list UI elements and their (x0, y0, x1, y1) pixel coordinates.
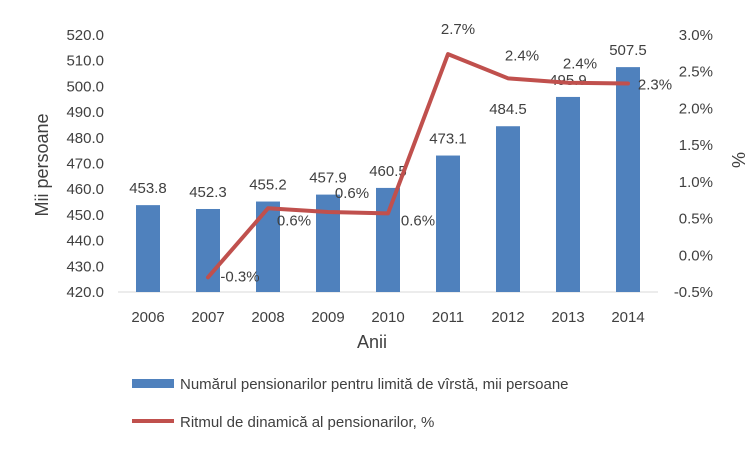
bar-data-label: 484.5 (489, 101, 527, 118)
x-tick-label: 2010 (371, 309, 404, 326)
y-tick-label: 460.0 (66, 181, 104, 198)
bar (316, 194, 340, 292)
bar (436, 155, 460, 292)
y-tick-label: 500.0 (66, 78, 104, 95)
y2-tick-label: 0.0% (679, 247, 713, 264)
legend-line-label: Ritmul de dinamică al pensionarilor, % (180, 414, 434, 431)
legend-bar-swatch (132, 379, 174, 388)
line-data-label: 0.6% (401, 212, 435, 229)
bar (616, 67, 640, 292)
line-data-label: -0.3% (220, 268, 259, 285)
bar (496, 126, 520, 292)
legend: Numărul pensionarilor pentru limită de v… (132, 376, 569, 431)
x-tick-label: 2013 (551, 309, 584, 326)
bar-data-label: 473.1 (429, 131, 467, 148)
y2-tick-label: 2.5% (679, 64, 713, 81)
bar-data-label: 507.5 (609, 42, 647, 59)
line-data-label: 0.6% (277, 212, 311, 229)
bar-data-label: 457.9 (309, 170, 347, 187)
bar-data-label: 452.3 (189, 184, 227, 201)
y2-axis-title: % (728, 152, 748, 168)
bar (196, 208, 220, 292)
y-tick-label: 470.0 (66, 156, 104, 173)
x-tick-label: 2012 (491, 309, 524, 326)
x-axis-title: Anii (357, 332, 387, 352)
x-tick-label: 2014 (611, 309, 644, 326)
line-data-label: 0.6% (335, 185, 369, 202)
line-data-label: 2.3% (638, 76, 672, 93)
y2-tick-label: 0.5% (679, 211, 713, 228)
x-tick-label: 2006 (131, 309, 164, 326)
y2-tick-label: 1.5% (679, 137, 713, 154)
line-data-label: 2.4% (505, 47, 539, 64)
y-axis-title: Mii persoane (32, 113, 52, 216)
y-tick-label: 520.0 (66, 27, 104, 44)
bar (376, 187, 400, 292)
legend-bar-label: Numărul pensionarilor pentru limită de v… (180, 376, 569, 393)
plot-area: 420.0 430.0 440.0 450.0 460.0 470.0 480.0 490.0… (66, 21, 713, 326)
line-data-label: 2.7% (441, 21, 475, 38)
bar (556, 96, 580, 292)
bar-data-label: 453.8 (129, 180, 167, 197)
y2-tick-label: 1.0% (679, 174, 713, 191)
line-data-label: 2.4% (563, 56, 597, 73)
y-tick-label: 440.0 (66, 233, 104, 250)
line-series (206, 52, 630, 280)
y-tick-label: 510.0 (66, 53, 104, 70)
y2-tick-label: 2.0% (679, 100, 713, 117)
y-tick-label: 480.0 (66, 130, 104, 147)
x-tick-label: 2008 (251, 309, 284, 326)
y-tick-label: 450.0 (66, 207, 104, 224)
y2-tick-label: -0.5% (674, 284, 713, 301)
bar (136, 205, 160, 292)
y-tick-label: 420.0 (66, 284, 104, 301)
bar-data-label: 460.5 (369, 163, 407, 180)
x-tick-label: 2011 (432, 309, 464, 326)
y-tick-label: 490.0 (66, 104, 104, 121)
x-tick-label: 2007 (191, 309, 224, 326)
y2-tick-label: 3.0% (679, 27, 713, 44)
x-tick-label: 2009 (311, 309, 344, 326)
bar-data-label: 455.2 (249, 177, 287, 194)
y-tick-label: 430.0 (66, 258, 104, 275)
